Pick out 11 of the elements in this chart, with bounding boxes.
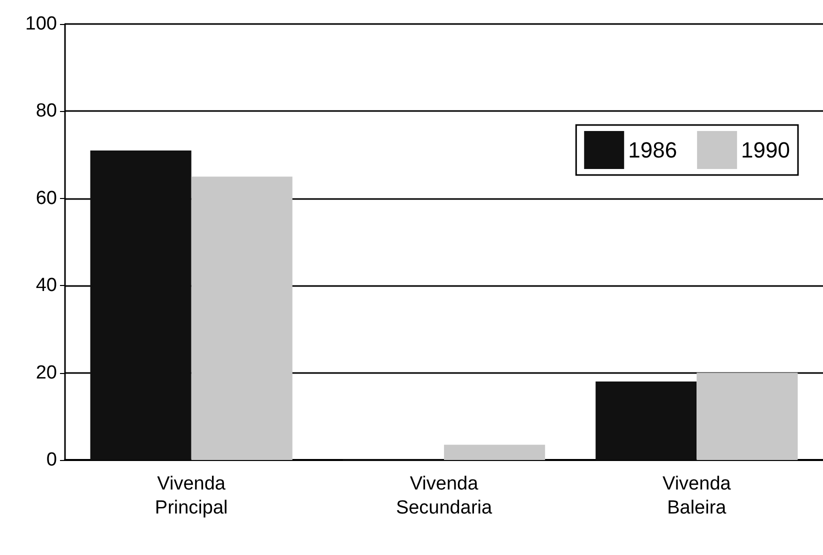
y-tick-label: 0 — [46, 450, 57, 470]
x-tick-label: Vivenda Baleira — [662, 474, 732, 518]
legend-label: 1990 — [741, 138, 790, 162]
x-tick-label: Vivenda Principal — [154, 474, 228, 518]
y-tick-label: 40 — [36, 275, 57, 296]
y-tick-label: 100 — [25, 14, 57, 34]
y-tick-label: 60 — [36, 188, 57, 209]
x-tick-label: Vivenda Secundaria — [396, 474, 492, 518]
y-tick-label: 80 — [36, 100, 57, 122]
legend-label: 1986 — [628, 138, 678, 162]
y-tick-label: 20 — [36, 362, 57, 384]
